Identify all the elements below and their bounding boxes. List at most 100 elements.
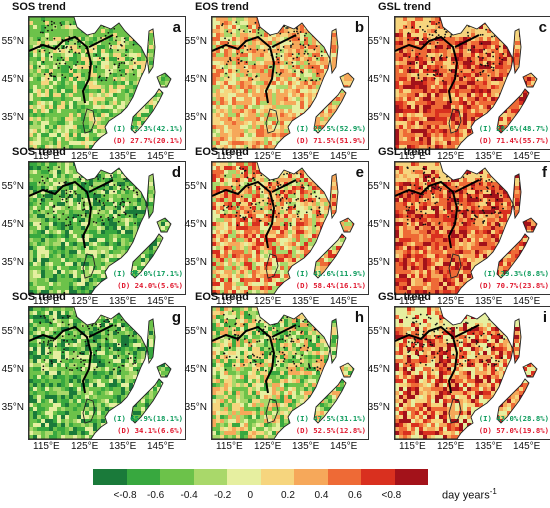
lon-tick-label: 135°E bbox=[109, 441, 137, 452]
lon-tick-label: 145°E bbox=[513, 441, 541, 452]
border-line bbox=[29, 179, 114, 249]
colorbar-segment bbox=[160, 469, 194, 485]
increase-stat: (I) 43.0%(28.8%) bbox=[478, 414, 549, 423]
lat-tick-label: 55°N bbox=[1, 326, 24, 337]
lon-tick-label: 135°E bbox=[109, 296, 137, 307]
border-line bbox=[29, 324, 114, 394]
panel-letter: b bbox=[354, 19, 364, 36]
decrease-stat: (D) 58.4%(16.1%) bbox=[295, 281, 366, 290]
colorbar-segment bbox=[394, 469, 428, 485]
trend-map bbox=[395, 162, 538, 294]
border-line bbox=[212, 34, 297, 104]
decrease-stat: (D) 71.5%(51.9%) bbox=[295, 136, 366, 145]
lat-tick-label: 45°N bbox=[367, 219, 390, 230]
map-panel-a: a (I) 72.3%(42.1%) (D) 27.7%(20.1%) bbox=[28, 16, 186, 150]
colorbar-segment bbox=[193, 469, 227, 485]
lon-tick-label: 115°E bbox=[33, 296, 60, 307]
increase-stat: (I) 28.6%(48.7%) bbox=[478, 124, 549, 133]
lat-tick-label: 35°N bbox=[184, 112, 207, 123]
lon-tick-label: 145°E bbox=[330, 441, 358, 452]
border-line bbox=[395, 324, 480, 394]
map-panel-e: e (I) 41.6%(11.9%) (D) 58.4%(16.1%) bbox=[211, 161, 369, 295]
colorbar-tick-label: 0.4 bbox=[314, 490, 329, 501]
colorbar-tick-label: -0.6 bbox=[147, 490, 165, 501]
lon-tick-label: 135°E bbox=[109, 151, 137, 162]
lon-tick-label: 125°E bbox=[71, 296, 99, 307]
lat-tick-label: 55°N bbox=[367, 326, 390, 337]
decrease-stat: (D) 71.4%(55.7%) bbox=[478, 136, 549, 145]
panel-title: GSL trend bbox=[378, 291, 431, 303]
lat-tick-label: 55°N bbox=[184, 36, 207, 47]
increase-stat: (I) 29.3%(8.8%) bbox=[483, 269, 549, 278]
colorbar-tick-label: <-0.8 bbox=[113, 490, 137, 501]
lat-tick-label: 45°N bbox=[184, 219, 207, 230]
border-line bbox=[395, 179, 480, 249]
trend-map bbox=[29, 307, 172, 439]
lat-tick-label: 35°N bbox=[367, 402, 390, 413]
colorbar-tick-label: -0.4 bbox=[180, 490, 198, 501]
increase-stat: (I) 47.5%(31.1%) bbox=[295, 414, 366, 423]
lon-tick-label: 145°E bbox=[147, 151, 175, 162]
lon-tick-label: 135°E bbox=[475, 441, 503, 452]
lon-tick-label: 125°E bbox=[254, 441, 282, 452]
trend-map bbox=[212, 17, 355, 149]
colorbar-unit-text: day years bbox=[442, 489, 490, 502]
lat-tick-label: 55°N bbox=[1, 36, 24, 47]
lat-tick-label: 45°N bbox=[367, 364, 390, 375]
colorbar-segment bbox=[294, 469, 328, 485]
lon-tick-label: 145°E bbox=[147, 441, 175, 452]
colorbar-segment bbox=[260, 469, 294, 485]
colorbar-unit-exponent: -1 bbox=[489, 487, 497, 496]
panel-letter: a bbox=[172, 19, 181, 36]
panel-letter: c bbox=[538, 19, 547, 36]
lon-tick-label: 125°E bbox=[437, 296, 465, 307]
lat-tick-label: 45°N bbox=[1, 219, 24, 230]
lon-tick-label: 145°E bbox=[330, 151, 358, 162]
colorbar-tick-label: 0.6 bbox=[348, 490, 362, 501]
lon-tick-label: 125°E bbox=[71, 151, 99, 162]
lat-tick-label: 35°N bbox=[1, 402, 24, 413]
lon-tick-label: 125°E bbox=[437, 151, 465, 162]
trend-map bbox=[212, 307, 355, 439]
decrease-stat: (D) 34.1%(6.6%) bbox=[117, 426, 183, 435]
lon-tick-label: 135°E bbox=[292, 441, 320, 452]
trend-map bbox=[212, 162, 355, 294]
lon-tick-label: 115°E bbox=[399, 151, 426, 162]
lat-tick-label: 35°N bbox=[367, 257, 390, 268]
colorbar-segment bbox=[126, 469, 160, 485]
colorbar-segment bbox=[227, 469, 261, 485]
lon-tick-label: 115°E bbox=[216, 151, 243, 162]
border-line bbox=[395, 34, 480, 104]
map-panel-c: c (I) 28.6%(48.7%) (D) 71.4%(55.7%) bbox=[394, 16, 550, 150]
trend-map bbox=[395, 307, 538, 439]
lon-tick-label: 135°E bbox=[292, 151, 320, 162]
lat-tick-label: 55°N bbox=[184, 181, 207, 192]
lon-tick-label: 115°E bbox=[399, 441, 426, 452]
colorbar-segment bbox=[93, 469, 127, 485]
lon-tick-label: 115°E bbox=[216, 296, 243, 307]
lat-tick-label: 45°N bbox=[184, 74, 207, 85]
increase-stat: (I) 41.6%(11.9%) bbox=[295, 269, 366, 278]
border-line bbox=[212, 324, 297, 394]
panel-title: SOS trend bbox=[12, 146, 66, 158]
panel-letter: d bbox=[171, 164, 181, 181]
decrease-stat: (D) 24.0%(5.6%) bbox=[117, 281, 183, 290]
increase-stat: (I) 76.0%(17.1%) bbox=[112, 269, 183, 278]
lon-tick-label: 115°E bbox=[399, 296, 426, 307]
panel-letter: i bbox=[542, 309, 547, 326]
lat-tick-label: 45°N bbox=[367, 74, 390, 85]
lon-tick-label: 135°E bbox=[292, 296, 320, 307]
lat-tick-label: 45°N bbox=[184, 364, 207, 375]
colorbar-unit: day years-1 bbox=[442, 487, 497, 502]
colorbar-tick-label: 0 bbox=[247, 490, 254, 501]
colorbar-segment bbox=[361, 469, 395, 485]
colorbar-tick-label: <0.8 bbox=[381, 490, 402, 501]
map-panel-h: h (I) 47.5%(31.1%) (D) 52.5%(12.8%) bbox=[211, 306, 369, 440]
lat-tick-label: 55°N bbox=[367, 181, 390, 192]
lon-tick-label: 125°E bbox=[254, 296, 282, 307]
lat-tick-label: 35°N bbox=[367, 112, 390, 123]
panel-title: SOS trend bbox=[12, 291, 66, 303]
colorbar-tick-label: 0.2 bbox=[281, 490, 295, 501]
panel-title: GSL trend bbox=[378, 146, 431, 158]
decrease-stat: (D) 57.0%(19.8%) bbox=[478, 426, 549, 435]
